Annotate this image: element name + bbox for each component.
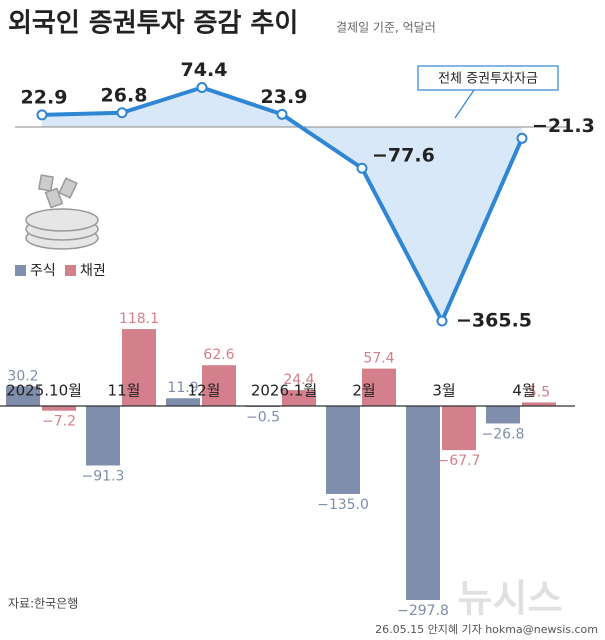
legend-label: 주식 [30,263,56,279]
data-label: −365.5 [456,310,532,332]
bar [166,398,200,406]
icon-part [58,177,78,199]
point [196,82,208,94]
point [356,162,368,174]
legend-box [417,65,559,91]
point [36,109,48,121]
icon-part [25,208,99,232]
x-tick-label: 3월 [432,382,455,400]
x-tick-label: 2026.1월 [251,382,317,400]
bar [522,402,556,406]
data-label: 5.5 [528,384,550,400]
data-label: 62.6 [203,347,234,363]
bar [202,365,236,406]
data-label: 26.8 [101,84,148,106]
x-tick-label: 12월 [188,382,221,400]
data-label: 11.9 [167,380,198,396]
data-label: −26.8 [482,426,525,442]
legend-swatch [65,265,76,276]
data-label: 57.4 [363,351,394,367]
bar [282,390,316,406]
point [436,315,448,327]
bar [362,368,396,406]
data-label: −0.5 [246,409,280,425]
x-tick-label: 2025.10월 [6,382,82,400]
point [516,132,528,144]
bar [406,406,440,600]
bar [122,329,156,406]
icon-part [38,174,54,192]
legend-swatch [15,265,26,276]
bar [42,406,76,411]
data-label: −297.8 [397,603,449,619]
x-tick-label: 4월 [512,382,535,400]
data-label: −67.7 [438,453,481,469]
legend-pointer [454,89,475,119]
area-fill [42,87,522,322]
credit: 26.05.15 안지혜 기자 hokma@newsis.com [375,623,598,636]
data-label: −135.0 [317,497,369,513]
legend-label: 전체 증권투자자금 [438,72,538,87]
legend-label: 채권 [80,263,106,279]
subtitle: 결제일 기준, 억달러 [336,21,436,35]
coin-icon [25,174,99,250]
bar [442,406,476,451]
data-label: 24.4 [283,372,314,388]
data-label: 22.9 [21,86,68,108]
data-label: −21.3 [532,115,595,137]
data-label: 30.2 [7,368,38,384]
bar [86,406,120,466]
source: 자료:한국은행 [8,596,78,611]
point [276,108,288,120]
point [116,107,128,119]
x-tick-label: 2월 [352,382,375,400]
bar [6,386,40,406]
x-tick-label: 11월 [108,382,141,400]
data-label: 118.1 [119,311,159,327]
watermark: 뉴시스 [458,577,563,621]
bar [486,406,520,424]
data-label: −77.6 [372,145,435,167]
bar [326,406,360,494]
title: 외국인 증권투자 증감 추이 [8,9,298,39]
data-label: −7.2 [42,414,76,430]
data-label: 74.4 [181,59,228,81]
data-label: −91.3 [82,468,125,484]
data-label: 23.9 [261,86,308,108]
